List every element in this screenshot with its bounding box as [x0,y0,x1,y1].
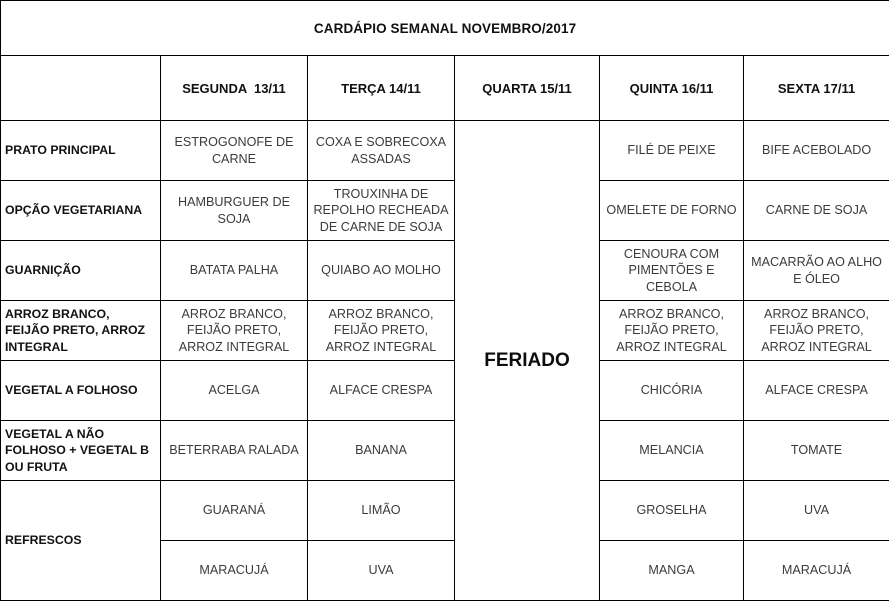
cell-refrescos-2-terca: UVA [307,540,455,601]
day-header-quinta: QUINTA 16/11 [599,55,744,121]
page-title: CARDÁPIO SEMANAL NOVEMBRO/2017 [0,0,889,56]
cell-vegetal-a-folhoso-sexta: ALFACE CRESPA [742,360,889,421]
title-row: CARDÁPIO SEMANAL NOVEMBRO/2017 [0,0,889,56]
table-row: REFRESCOS GUARANÁ LIMÃO GROSELHA UVA [0,480,889,601]
cell-arroz-feijao-sexta: ARROZ BRANCO, FEIJÃO PRETO, ARROZ INTEGR… [742,300,889,361]
table-row: ARROZ BRANCO, FEIJÃO PRETO, ARROZ INTEGR… [0,300,889,361]
cell-vegetal-nao-folhoso-segunda: BETERRABA RALADA [160,420,308,481]
row-label-arroz-feijao: ARROZ BRANCO, FEIJÃO PRETO, ARROZ INTEGR… [0,300,161,361]
cell-refrescos-1-sexta: UVA [742,480,889,541]
cell-vegetal-nao-folhoso-sexta: TOMATE [742,420,889,481]
row-label-opcao-vegetariana: OPÇÃO VEGETARIANA [0,180,161,241]
table-row: VEGETAL A FOLHOSO ACELGA ALFACE CRESPA C… [0,360,889,421]
row-label-refrescos: REFRESCOS [0,480,161,601]
table-row: PRATO PRINCIPAL ESTROGONOFE DE CARNE COX… [0,120,889,601]
row-label-guarnicao: GUARNIÇÃO [0,240,161,301]
cell-arroz-feijao-segunda: ARROZ BRANCO, FEIJÃO PRETO, ARROZ INTEGR… [160,300,308,361]
cell-guarnicao-segunda: BATATA PALHA [160,240,308,301]
header-corner-cell [0,55,161,121]
cell-opcao-vegetariana-segunda: HAMBURGUER DE SOJA [160,180,308,241]
cell-opcao-vegetariana-quinta: OMELETE DE FORNO [599,180,744,241]
cell-arroz-feijao-quinta: ARROZ BRANCO, FEIJÃO PRETO, ARROZ INTEGR… [599,300,744,361]
cell-refrescos-1-quinta: GROSELHA [599,480,744,541]
cell-guarnicao-sexta: MACARRÃO AO ALHO E ÓLEO [742,240,889,301]
cell-guarnicao-quinta: CENOURA COM PIMENTÕES E CEBOLA [599,240,744,301]
day-header-terca: TERÇA 14/11 [307,55,455,121]
cell-opcao-vegetariana-terca: TROUXINHA DE REPOLHO RECHEADA DE CARNE D… [307,180,455,241]
row-label-prato-principal: PRATO PRINCIPAL [0,120,161,181]
cell-refrescos-2-segunda: MARACUJÁ [160,540,308,601]
cell-prato-principal-segunda: ESTROGONOFE DE CARNE [160,120,308,181]
cell-prato-principal-terca: COXA E SOBRECOXA ASSADAS [307,120,455,181]
day-header-sexta: SEXTA 17/11 [742,55,889,121]
day-header-segunda: SEGUNDA 13/11 [160,55,308,121]
row-label-vegetal-a-folhoso: VEGETAL A FOLHOSO [0,360,161,421]
holiday-cell-quarta: FERIADO [454,120,600,601]
cell-arroz-feijao-terca: ARROZ BRANCO, FEIJÃO PRETO, ARROZ INTEGR… [307,300,455,361]
cell-refrescos-1-segunda: GUARANÁ [160,480,308,541]
cell-guarnicao-terca: QUIABO AO MOLHO [307,240,455,301]
cell-vegetal-nao-folhoso-quinta: MELANCIA [599,420,744,481]
day-header-row: SEGUNDA 13/11 TERÇA 14/11 QUARTA 15/11 Q… [0,55,889,121]
day-header-quarta: QUARTA 15/11 [454,55,600,121]
cell-refrescos-2-quinta: MANGA [599,540,744,601]
cell-vegetal-a-folhoso-terca: ALFACE CRESPA [307,360,455,421]
cell-opcao-vegetariana-sexta: CARNE DE SOJA [742,180,889,241]
table-row: VEGETAL A NÃO FOLHOSO + VEGETAL B OU FRU… [0,420,889,481]
cell-prato-principal-sexta: BIFE ACEBOLADO [742,120,889,181]
table-row: OPÇÃO VEGETARIANA HAMBURGUER DE SOJA TRO… [0,180,889,241]
table-row: GUARNIÇÃO BATATA PALHA QUIABO AO MOLHO C… [0,240,889,301]
cell-prato-principal-quinta: FILÉ DE PEIXE [599,120,744,181]
row-label-vegetal-nao-folhoso: VEGETAL A NÃO FOLHOSO + VEGETAL B OU FRU… [0,420,161,481]
cell-vegetal-nao-folhoso-terca: BANANA [307,420,455,481]
cell-refrescos-2-sexta: MARACUJÁ [742,540,889,601]
table-row: MARACUJÁ UVA MANGA MARACUJÁ [1,540,889,601]
cell-vegetal-a-folhoso-segunda: ACELGA [160,360,308,421]
cell-refrescos-1-terca: LIMÃO [307,480,455,541]
cell-vegetal-a-folhoso-quinta: CHICÓRIA [599,360,744,421]
